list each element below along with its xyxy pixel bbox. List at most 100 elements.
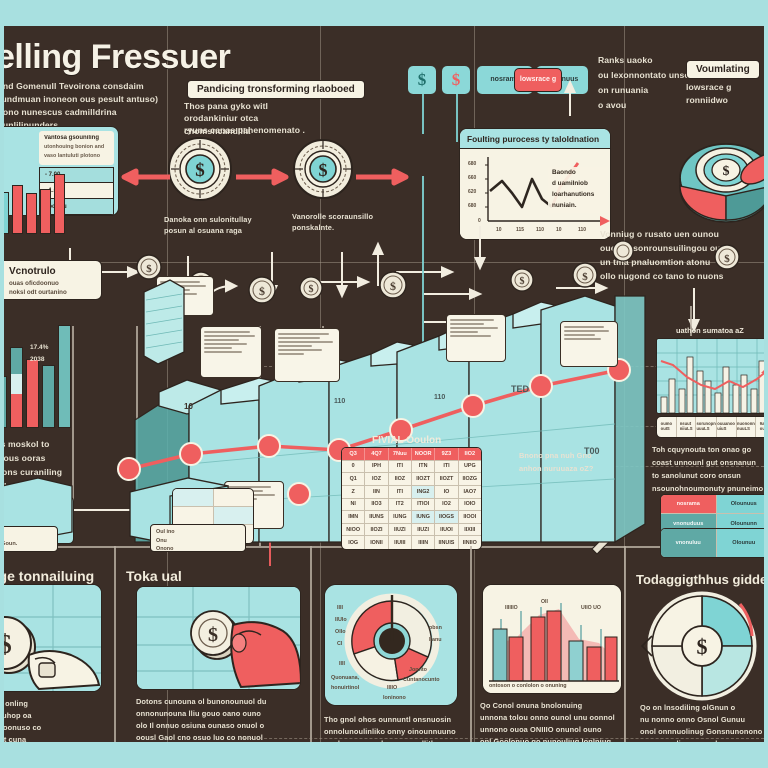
svg-text:$: $ (723, 164, 730, 179)
top-right-body-1: Vonniug o rusato uen ounou (600, 229, 719, 239)
bar (42, 365, 55, 428)
left-mid-chart-head: Vcnotrulo (9, 266, 56, 277)
connector-teal-long (422, 176, 424, 426)
bottom-right-bars-caption-3: unnona tolou onno ounol unu oonnol (480, 713, 615, 722)
table-cell: IIIIN (412, 536, 436, 549)
arrow-right-icon (396, 265, 455, 279)
bar (10, 347, 23, 428)
bottom-right-mini-table: vnonuluu Olounuu (660, 528, 764, 558)
xtick: nsuut niiuLS (677, 417, 697, 437)
table-cell: IMN (342, 511, 366, 524)
page-title: elling Fressuer (4, 38, 231, 76)
donut-right-label-1: IIanu (429, 637, 442, 643)
annotation-note (200, 326, 262, 378)
svg-text:$: $ (582, 271, 588, 283)
left-upper-bars (4, 166, 80, 234)
table-cell: IIOOI (458, 511, 481, 524)
arrow-right-icon (424, 287, 483, 301)
svg-text:$: $ (195, 160, 205, 181)
linechart-ytick-1: 660 (468, 175, 477, 181)
right-mid-side-note-1: Bnono pna nuh Gno (519, 451, 592, 460)
coin-dollar-icon: $ (292, 138, 354, 200)
bottom-mid-donut-chart (325, 585, 457, 705)
center-fig-label-2: TED (511, 384, 529, 394)
coin-small-icon: $ (714, 244, 740, 270)
top-right-head2: lowsrace g (686, 82, 732, 92)
svg-text:$: $ (146, 263, 152, 275)
svg-text:$: $ (259, 284, 265, 298)
linechart-ytick-4: 0 (478, 218, 481, 224)
left-mid-chart-head-sub1: ouas oficdoonuo (9, 280, 59, 287)
bottom-left-caption-2: ama otoanoausnuhop oa (4, 711, 32, 720)
linechart-header-band (460, 129, 610, 149)
top-right-kicker-2: ou lexonnontato unsol (598, 70, 693, 80)
coin-small-icon: $ (572, 262, 598, 288)
bottom-right-pie-caption-4: gnosunnolinug ounol onngnonuo (640, 738, 764, 742)
table-cell: IIUZI (388, 523, 412, 537)
table-cell: IIUIII (389, 536, 412, 549)
right-mid-caption-4: nsounohnoumonuty pnuneimo (652, 484, 764, 493)
arrow-right-icon (236, 168, 289, 186)
top-mid-head: Pandicing tronsforming rlaoboed (187, 80, 365, 99)
bottom-mid-donut-card: IIII IIUIo OIIo Cl IIII obsn IIanu Jonnt… (324, 584, 458, 706)
table-cell (173, 507, 214, 525)
bottom-right-pie-caption-1: Qo on lnsodiling olGnun o (640, 703, 736, 712)
table-row: IOG IONII IIUIII IIIIN IINUIS IINIIO (342, 536, 481, 549)
bottom-right-bars-caption-5: onl Goolonuo go nunouliug lonlniug (480, 737, 612, 742)
top-right-head3: ronniidwo (686, 95, 728, 105)
bottom-right-bars-label-1: OII (541, 599, 548, 605)
table-cell: IINUIS (435, 536, 459, 549)
bar (12, 185, 23, 234)
donut-right-label-0: obsn (429, 625, 442, 631)
svg-text:$: $ (319, 160, 328, 180)
bar-segment (11, 393, 22, 427)
linechart-xtick-2: 110 (536, 227, 545, 233)
donut-right-label-2: Jonnto (409, 667, 427, 673)
note-line-5: Onono (156, 546, 174, 552)
left-mid-caption-2: caonsluitoanuous ooras (4, 453, 46, 463)
center-fig-label-3: T00 (584, 446, 600, 456)
table-cell: IIN (365, 485, 389, 499)
table-cell: IIOGS (435, 511, 459, 524)
xtick: sorunopn uuuLS (696, 417, 717, 437)
linechart-note-3: loarhanutions (552, 191, 595, 198)
connector-vertical-teal (456, 94, 458, 142)
svg-text:$: $ (4, 629, 12, 659)
right-mid-chart-head: uathon sumatoa aZ (676, 326, 744, 335)
donut-bottom-label-2: IIIIO (387, 685, 398, 691)
table-cell: 0 (342, 460, 366, 474)
xtick: ouuanoo uiuS (717, 417, 737, 437)
linechart-ytick-2: 620 (468, 189, 477, 195)
right-mid-caption-2: coast unnounl gut onsnanun (652, 458, 757, 467)
table-cell: IOG (342, 536, 366, 549)
donut-left-label-3: Cl (337, 641, 343, 647)
left-upper-chart-head: Vantosa gsouniling (44, 135, 100, 141)
bar (54, 174, 65, 234)
bottom-mid-note-card: Oul ino Onu Onono (150, 524, 246, 552)
bottom-divider (624, 546, 626, 742)
right-mid-xaxis-labels: oumo ouIS nsuut niiuLS sorunopn uuuLS ou… (656, 416, 764, 438)
left-upper-chart-head-sub2: vaso lantuluti plotono (44, 153, 100, 159)
table-row (173, 507, 253, 525)
table-cell: IAO7 (458, 486, 481, 499)
bar (26, 193, 37, 234)
right-mid-caption-3: to sanolunut coro onsun (652, 471, 741, 480)
shaded-block-icon (143, 276, 188, 365)
donut-right-label-3: Cuntanocunto (403, 677, 440, 683)
table-cell: Olounuu (716, 529, 764, 557)
bar (58, 324, 71, 428)
arrow-up-icon (563, 79, 577, 116)
poster-canvas: elling Fressuer and Gomenull Tevoirona c… (4, 26, 764, 742)
table-cell (173, 489, 214, 507)
table-cell: IIXIII (458, 524, 481, 537)
table-header-row: Q3 4Q7 7Nuu NOOR 9Z3 IIO2 (342, 448, 481, 461)
linechart-note-2: d uamilniob (552, 180, 588, 187)
table-row: 0 IPH ITI ITN ITI UPG (342, 460, 481, 474)
center-fig-label-1: 110 (434, 394, 446, 401)
arrow-left-icon (121, 168, 170, 186)
bottom-right-pie-head: Todaggigthhus gidder (636, 572, 764, 587)
bottom-divider (470, 546, 472, 742)
table-cell: vnonuluu (661, 529, 717, 557)
coin-dollar-icon: $ (167, 136, 233, 202)
arrow-down-icon (473, 226, 487, 271)
